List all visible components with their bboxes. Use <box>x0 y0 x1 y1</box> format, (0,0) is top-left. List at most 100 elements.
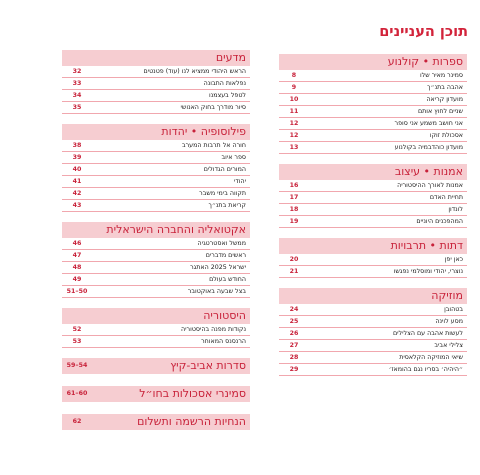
toc-entry[interactable]: לעשות אהבה עם הצלילים 26 <box>279 328 467 340</box>
entry-page-number: 43 <box>72 202 82 209</box>
entry-title: קריאת בתנ״ך <box>208 202 246 209</box>
toc-entry[interactable]: אהבה בתנ״ך 9 <box>279 82 467 94</box>
toc-entry[interactable]: קריאת בתנ״ך 43 <box>62 200 250 212</box>
toc-entry[interactable]: לטפל בעצמנו 34 <box>62 90 250 102</box>
toc-entry[interactable]: אמנות לאורך ההיסטוריה 16 <box>279 180 467 192</box>
toc-entry[interactable]: מסע לוינה 25 <box>279 316 467 328</box>
toc-entry[interactable]: נקודות מפנה בהיסטוריה 52 <box>62 324 250 336</box>
entry-page-number: 9 <box>291 84 297 91</box>
section-heading: דתות • תרבויות <box>279 238 467 254</box>
entry-title: מסע לוינה <box>435 318 463 325</box>
toc-entry[interactable]: צלילי אביב 27 <box>279 340 467 352</box>
toc-entry[interactable]: תחיית האדם 17 <box>279 192 467 204</box>
entry-page-number: 49 <box>72 276 82 283</box>
toc-section: מדעים הראש היהודי ממציא לנו (עוד) פטנטים 3… <box>62 50 250 114</box>
toc-entry[interactable]: המהפכנים היוניים 19 <box>279 216 467 228</box>
entry-page-number: 27 <box>289 342 299 349</box>
entry-title: נוצרי, יהודי ומוסלמי נפגשו <box>393 268 463 275</box>
entry-page-number: 52 <box>72 326 82 333</box>
toc-section: דתות • תרבויות כאן יפן 20 נוצרי, יהודי ומוס… <box>279 238 467 278</box>
entry-title: אני חושב משמע אני סופר <box>394 120 463 127</box>
toc-section: היסטוריה נקודות מפנה בהיסטוריה 52 הרנסנס המ… <box>62 308 250 348</box>
entry-title: נפלאות התבונה <box>203 80 246 87</box>
toc-entry[interactable]: ממשל ואסטרטגיה 46 <box>62 238 250 250</box>
toc-entry[interactable]: ספר איוב 39 <box>62 152 250 164</box>
entry-title: אהבה בתנ״ך <box>427 84 463 91</box>
toc-entry[interactable]: אסכולת זוקו 12 <box>279 130 467 142</box>
toc-entry[interactable]: סיור מודרך בחוק האנושי 35 <box>62 102 250 114</box>
toc-entry[interactable]: תקווה בימי משבר 42 <box>62 188 250 200</box>
toc-entry[interactable]: אני חושב משמע אני סופר 12 <box>279 118 467 130</box>
section-heading: אמנות • עיצוב <box>279 164 467 180</box>
toc-entry[interactable]: הראש היהודי ממציא לנו (עוד) פטנטים 32 <box>62 66 250 78</box>
toc-big-section[interactable]: סמינרי אסכולות בחו״ל 60–61 <box>62 386 250 402</box>
entry-page-number: 32 <box>72 68 82 75</box>
entry-page-number: 40 <box>72 166 82 173</box>
big-section-title: הנחיות הרשמה ותשלום <box>137 415 246 428</box>
entry-title: אמנות לאורך ההיסטוריה <box>397 182 463 189</box>
entry-title: צלילי אביב <box>434 342 463 349</box>
right-column: ספרות • קולנוע סמינר מאיר שלו 8 אהבה בתנ״ך 9… <box>279 54 467 386</box>
big-section-page-number: 60–61 <box>66 390 88 397</box>
entry-title: חורה אל תרבות המערב <box>181 142 246 149</box>
toc-entry[interactable]: לונדון 18 <box>279 204 467 216</box>
section-heading: מדעים <box>62 50 250 66</box>
toc-entry[interactable]: בטהובן 24 <box>279 304 467 316</box>
toc-entry[interactable]: שניים לחוץ אותם 11 <box>279 106 467 118</box>
toc-big-section[interactable]: הנחיות הרשמה ותשלום 62 <box>62 414 250 430</box>
entry-title: תחיית האדם <box>429 194 463 201</box>
section-heading: אקטואליה והחברה הישראלית <box>62 222 250 238</box>
toc-entry[interactable]: מועדון כוהדבמיה בקולנוע 13 <box>279 142 467 154</box>
entry-title: יהודי <box>233 178 246 185</box>
section-heading: פילוסופיה • יהדות <box>62 124 250 140</box>
entry-page-number: 25 <box>289 318 299 325</box>
toc-entry[interactable]: חורה אל תרבות המערב 38 <box>62 140 250 152</box>
toc-entry[interactable]: סמינר מאיר שלו 8 <box>279 70 467 82</box>
entry-page-number: 16 <box>289 182 299 189</box>
big-section-page-number: 54–59 <box>66 362 88 369</box>
entry-page-number: 47 <box>72 252 82 259</box>
toc-section: אמנות • עיצוב אמנות לאורך ההיסטוריה 16 תחיי… <box>279 164 467 228</box>
entry-title: לונדון <box>448 206 463 213</box>
toc-section: ספרות • קולנוע סמינר מאיר שלו 8 אהבה בתנ״ך 9… <box>279 54 467 154</box>
entry-page-number: 41 <box>72 178 82 185</box>
entry-title: הראש היהודי ממציא לנו (עוד) פטנטים <box>143 68 246 75</box>
entry-page-number: 28 <box>289 354 299 361</box>
toc-entry[interactable]: ״היהיה׳ בסריו נגם בהומאז׳ 29 <box>279 364 467 376</box>
toc-entry[interactable]: שיאי המוזיקה הקלאסית 28 <box>279 352 467 364</box>
entry-page-number: 24 <box>289 306 299 313</box>
entry-title: ספר איוב <box>221 154 246 161</box>
toc-entry[interactable]: מועדון קריאה 10 <box>279 94 467 106</box>
big-section-page-number: 62 <box>72 418 82 425</box>
toc-entry[interactable]: ישראל 2025 האתגר 48 <box>62 262 250 274</box>
toc-entry[interactable]: יהודי 41 <box>62 176 250 188</box>
entry-title: מועדון כוהדבמיה בקולנוע <box>394 144 463 151</box>
toc-big-section[interactable]: סדרות אביב-קיץ 54–59 <box>62 358 250 374</box>
section-heading: מוזיקה <box>279 288 467 304</box>
toc-entry[interactable]: ראשים מדברים 47 <box>62 250 250 262</box>
toc-entry[interactable]: המורים הגדולים 40 <box>62 164 250 176</box>
entry-title: מועדון קריאה <box>426 96 463 103</box>
big-section-title: סדרות אביב-קיץ <box>170 359 246 372</box>
entry-page-number: 39 <box>72 154 82 161</box>
entry-title: תקווה בימי משבר <box>199 190 246 197</box>
entry-page-number: 11 <box>289 108 299 115</box>
left-column: מדעים הראש היהודי ממציא לנו (עוד) פטנטים 3… <box>62 50 250 442</box>
toc-entry[interactable]: נוצרי, יהודי ומוסלמי נפגשו 21 <box>279 266 467 278</box>
toc-entry[interactable]: נפלאות התבונה 33 <box>62 78 250 90</box>
entry-title: שיאי המוזיקה הקלאסית <box>399 354 463 361</box>
entry-page-number: 12 <box>289 120 299 127</box>
entry-title: החודש בעולם <box>209 276 246 283</box>
entry-page-number: 53 <box>72 338 82 345</box>
entry-page-number: 42 <box>72 190 82 197</box>
toc-entry[interactable]: הרנסנס המאוחר 53 <box>62 336 250 348</box>
entry-title: ממשל ואסטרטגיה <box>197 240 246 247</box>
section-heading: היסטוריה <box>62 308 250 324</box>
entry-page-number: 35 <box>72 104 82 111</box>
toc-entry[interactable]: החודש בעולם 49 <box>62 274 250 286</box>
entry-title: לעשות אהבה עם הצלילים <box>392 330 463 337</box>
big-section-title: סמינרי אסכולות בחו״ל <box>139 387 246 400</box>
toc-entry[interactable]: בצל שבעה באוקטובר 50–51 <box>62 286 250 298</box>
entry-page-number: 20 <box>289 256 299 263</box>
toc-entry[interactable]: כאן יפן 20 <box>279 254 467 266</box>
